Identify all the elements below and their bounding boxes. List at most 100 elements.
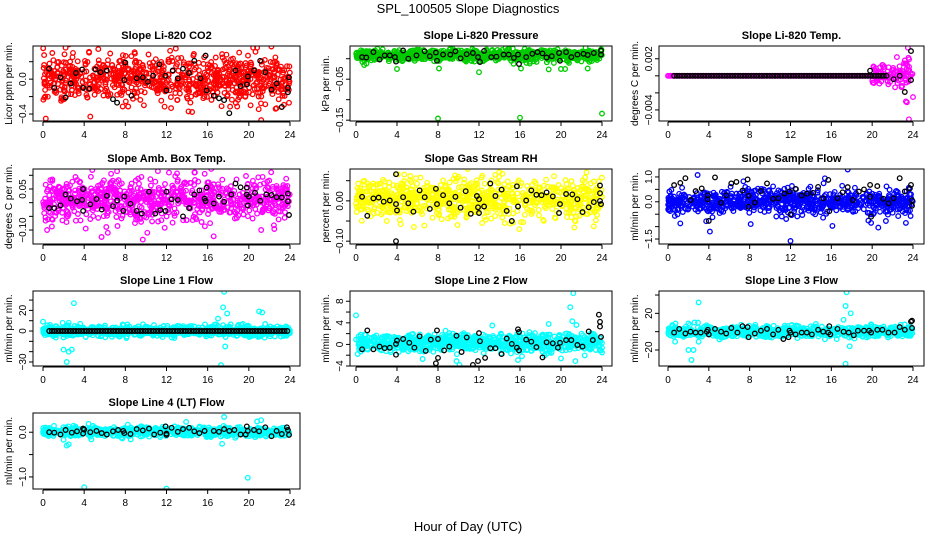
reference-point bbox=[510, 54, 517, 61]
data-point bbox=[407, 48, 414, 55]
reference-point bbox=[557, 201, 563, 208]
data-point bbox=[199, 202, 206, 209]
reference-point bbox=[792, 185, 799, 192]
data-point bbox=[712, 192, 719, 199]
reference-point bbox=[127, 200, 134, 207]
outlier-point bbox=[902, 98, 909, 105]
data-point bbox=[353, 53, 360, 60]
data-point bbox=[359, 206, 366, 213]
data-point bbox=[169, 182, 176, 189]
data-point bbox=[281, 92, 288, 99]
panel-3: Slope Li-820 Temp.0 4 8 12 16 20 24−0.0040.002… bbox=[630, 30, 925, 141]
data-point bbox=[762, 194, 769, 201]
data-point bbox=[514, 190, 521, 197]
data-point bbox=[264, 74, 271, 81]
reference-point bbox=[150, 72, 157, 79]
reference-point bbox=[901, 89, 908, 95]
data-point bbox=[499, 170, 506, 177]
x-tick-label: 0 bbox=[665, 130, 671, 141]
reference-point bbox=[503, 207, 510, 214]
data-point bbox=[44, 65, 50, 72]
reference-point bbox=[724, 72, 731, 79]
data-point bbox=[904, 62, 911, 69]
reference-point bbox=[745, 192, 752, 199]
data-point bbox=[436, 211, 443, 218]
data-point bbox=[106, 185, 113, 192]
data-point bbox=[64, 213, 71, 220]
data-point bbox=[158, 97, 165, 104]
data-point bbox=[233, 214, 240, 221]
reference-point bbox=[692, 188, 699, 195]
data-point bbox=[219, 51, 226, 58]
reference-point bbox=[421, 194, 428, 201]
data-point bbox=[173, 209, 180, 216]
data-point bbox=[481, 214, 488, 221]
x-tick-label: 16 bbox=[826, 130, 838, 141]
reference-point bbox=[434, 57, 440, 64]
reference-point bbox=[827, 72, 834, 79]
reference-point bbox=[826, 208, 833, 215]
data-point bbox=[74, 201, 81, 207]
data-point bbox=[832, 203, 839, 210]
reference-point bbox=[764, 72, 770, 79]
data-point bbox=[83, 192, 90, 199]
reference-point bbox=[716, 72, 723, 79]
data-point bbox=[182, 81, 189, 88]
data-point bbox=[549, 191, 556, 198]
data-point bbox=[284, 63, 290, 70]
data-point bbox=[229, 61, 236, 68]
data-point bbox=[129, 188, 135, 194]
reference-point bbox=[62, 94, 69, 101]
data-point bbox=[390, 182, 397, 189]
data-point bbox=[737, 202, 743, 209]
reference-point bbox=[598, 47, 604, 54]
reference-point bbox=[825, 176, 832, 183]
x-tick-label: 12 bbox=[161, 253, 173, 264]
reference-point bbox=[697, 72, 704, 79]
data-point bbox=[218, 103, 225, 110]
data-point bbox=[55, 194, 62, 201]
data-point bbox=[900, 199, 907, 206]
data-point bbox=[276, 204, 283, 211]
reference-point bbox=[251, 67, 257, 74]
reference-point bbox=[868, 213, 875, 220]
data-point bbox=[532, 180, 539, 187]
reference-point bbox=[467, 210, 474, 217]
data-point bbox=[259, 207, 266, 214]
data-point bbox=[452, 178, 459, 185]
data-point bbox=[226, 80, 233, 87]
reference-point bbox=[87, 201, 94, 208]
panel-title: Slope Gas Stream RH bbox=[424, 153, 537, 165]
data-point bbox=[694, 199, 701, 206]
reference-point bbox=[169, 67, 176, 74]
reference-point bbox=[163, 188, 170, 195]
reference-point bbox=[708, 72, 715, 79]
data-point bbox=[377, 203, 384, 210]
reference-point bbox=[529, 50, 536, 57]
data-point bbox=[160, 196, 167, 203]
y-tick-label: 0.0 bbox=[18, 72, 29, 86]
data-point bbox=[184, 95, 191, 102]
x-tick-label: 20 bbox=[555, 253, 567, 264]
outlier-point bbox=[517, 114, 523, 121]
reference-point bbox=[830, 72, 837, 79]
reference-point bbox=[452, 48, 459, 55]
data-point bbox=[818, 205, 825, 212]
data-point bbox=[100, 213, 107, 220]
x-tick-label: 24 bbox=[596, 130, 608, 141]
data-point bbox=[884, 78, 891, 85]
data-point bbox=[118, 203, 124, 210]
data-point bbox=[193, 216, 200, 223]
data-point bbox=[147, 63, 154, 70]
data-point bbox=[437, 182, 444, 189]
data-point bbox=[243, 194, 250, 201]
outlier-point bbox=[49, 50, 56, 56]
data-point bbox=[190, 51, 197, 57]
data-point bbox=[125, 67, 132, 73]
reference-point bbox=[753, 72, 760, 79]
data-point bbox=[185, 69, 192, 75]
data-point bbox=[42, 115, 49, 121]
outlier-point bbox=[436, 65, 442, 72]
reference-point bbox=[202, 52, 209, 59]
data-point bbox=[251, 85, 258, 92]
